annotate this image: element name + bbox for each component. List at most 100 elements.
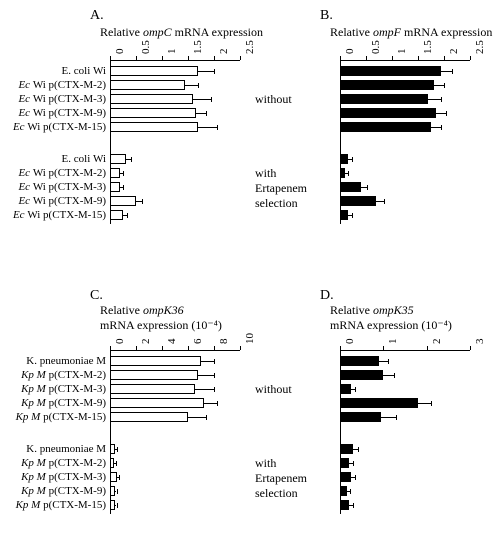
tick-mark [240,56,241,60]
error-cap [217,401,218,406]
row-label: E. coli Wi [62,65,106,77]
group-label: without [255,382,292,397]
error-bar [201,361,214,362]
bar [110,412,188,422]
tick-mark [136,346,137,350]
error-cap [355,387,356,392]
error-cap [452,69,453,74]
error-bar [198,71,214,72]
error-bar [198,127,216,128]
tick-mark [470,56,471,60]
tick-label: 8 [218,339,230,345]
bar [340,66,441,76]
bar [110,182,120,192]
error-bar [185,85,198,86]
row-label: Ec Wi p(CTX-M-9) [18,107,106,119]
row-label: Ec Wi p(CTX-M-3) [18,93,106,105]
row-label: Kp M p(CTX-M-3) [21,383,106,395]
error-cap [206,415,207,420]
error-cap [444,83,445,88]
error-cap [214,359,215,364]
error-cap [441,97,442,102]
tick-label: 1 [396,49,408,55]
tick-mark [162,56,163,60]
error-cap [353,503,354,508]
error-cap [123,171,124,176]
tick-label: 2 [140,339,152,345]
bar [340,210,348,220]
tick-mark [214,346,215,350]
error-cap [367,185,368,190]
error-bar [195,389,215,390]
error-cap [117,489,118,494]
bar [340,444,353,454]
error-cap [206,111,207,116]
error-bar [379,361,388,362]
tick-label: 0 [344,339,356,345]
tick-mark [162,346,163,350]
error-bar [193,99,211,100]
bar [340,500,349,510]
x-axis-B [340,60,470,61]
tick-mark [470,346,471,350]
row-label: Ec Wi p(CTX-M-3) [18,181,106,193]
bar [110,384,195,394]
bar [340,196,376,206]
error-cap [198,83,199,88]
y-axis-B [340,60,341,224]
error-bar [188,417,206,418]
bar [110,168,120,178]
panel-label-B: B. [320,8,333,24]
error-bar [431,127,441,128]
row-label: Ec Wi p(CTX-M-2) [18,167,106,179]
bar [110,66,198,76]
error-cap [127,213,128,218]
error-cap [396,415,397,420]
error-cap [394,373,395,378]
error-cap [358,447,359,452]
tick-mark [214,56,215,60]
y-axis-C [110,350,111,514]
row-label: Kp M p(CTX-M-2) [21,457,106,469]
bar [110,398,204,408]
bar [340,370,383,380]
error-cap [384,199,385,204]
tick-mark [383,346,384,350]
group-label: withErtapenemselection [255,456,307,501]
error-bar [204,403,217,404]
row-label: Kp M p(CTX-M-9) [21,397,106,409]
bar [110,154,126,164]
error-bar [434,85,444,86]
error-cap [117,447,118,452]
error-bar [441,71,451,72]
chart-subtitle-C: mRNA expression (10⁻⁴) [100,318,222,333]
panel-label-D: D. [320,288,334,304]
tick-label: 2 [218,49,230,55]
error-cap [142,199,143,204]
error-bar [418,403,431,404]
bar [110,196,136,206]
bar [110,370,198,380]
error-cap [348,171,349,176]
bar [340,80,434,90]
error-bar [198,375,214,376]
tick-label: 6 [192,339,204,345]
tick-label: 1 [387,339,399,345]
error-cap [214,69,215,74]
tick-label: 2.5 [244,40,256,54]
chart-title-B: Relative ompF mRNA expression [330,25,492,40]
error-cap [388,359,389,364]
tick-label: 0.5 [370,40,382,54]
bar [340,398,418,408]
bar [110,94,193,104]
row-label: Kp M p(CTX-M-15) [16,411,106,423]
chart-title-A: Relative ompC mRNA expression [100,25,263,40]
bar [340,122,431,132]
tick-mark [366,56,367,60]
error-cap [353,461,354,466]
tick-label: 3 [474,339,486,345]
error-cap [350,489,351,494]
tick-label: 2 [448,49,460,55]
error-bar [376,201,384,202]
tick-label: 0.5 [140,40,152,54]
